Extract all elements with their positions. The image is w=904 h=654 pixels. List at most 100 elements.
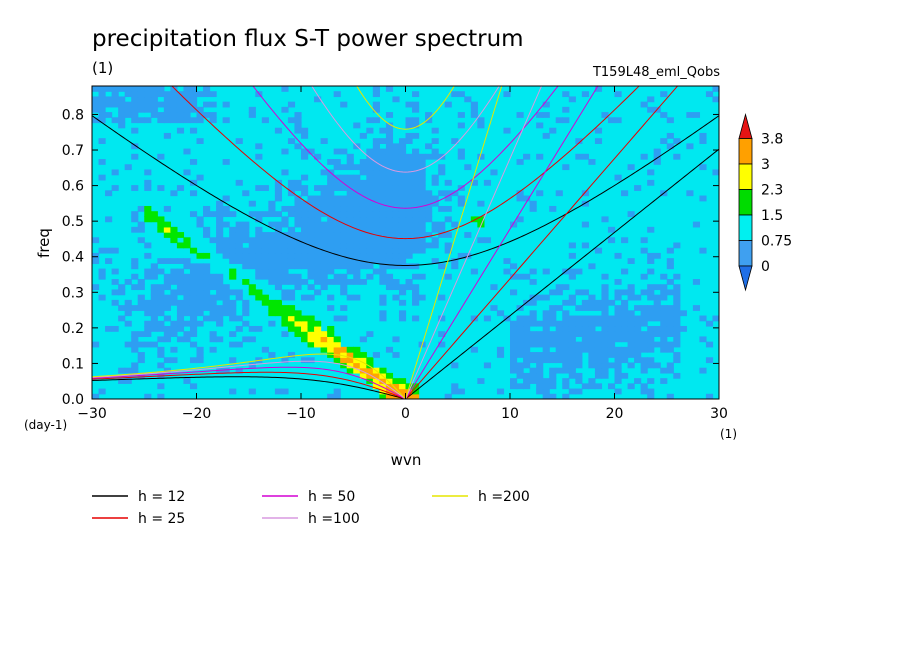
- field-cell: [346, 221, 354, 228]
- field-cell: [118, 117, 126, 124]
- field-cell: [379, 174, 387, 181]
- field-cell: [144, 185, 152, 191]
- field-cell: [287, 242, 296, 249]
- field-cell: [274, 258, 283, 264]
- field-cell: [601, 367, 609, 374]
- field-cell: [320, 331, 328, 337]
- field-cell: [627, 320, 635, 327]
- field-cell: [516, 159, 524, 165]
- field-cell: [379, 148, 387, 155]
- field-cell: [196, 352, 204, 358]
- field-cell: [346, 211, 354, 218]
- field-cell: [431, 148, 439, 155]
- field-cell: [196, 117, 204, 124]
- field-cell: [268, 237, 276, 244]
- field-cell: [196, 284, 204, 291]
- field-cell: [418, 169, 426, 176]
- field-cell: [92, 284, 100, 291]
- colorbar-segment: [738, 214, 753, 241]
- field-cell: [294, 195, 302, 202]
- field-cell: [542, 132, 550, 139]
- field-cell: [647, 284, 655, 291]
- field-cell: [281, 279, 289, 285]
- field-cell: [575, 352, 583, 358]
- field-cell: [660, 336, 668, 343]
- field-cell: [418, 174, 426, 181]
- field-cell: [157, 336, 165, 343]
- field-cell: [294, 310, 302, 317]
- field-cell: [163, 258, 171, 264]
- field-cell: [353, 346, 361, 353]
- field-cell: [189, 284, 198, 291]
- field-cell: [562, 325, 570, 332]
- field-cell: [627, 346, 635, 353]
- field-cell: [294, 112, 302, 118]
- field-cell: [209, 112, 217, 118]
- field-cell: [692, 279, 701, 285]
- field-cell: [575, 341, 583, 348]
- field-cell: [379, 315, 387, 322]
- field-cell: [549, 352, 557, 358]
- field-cell: [640, 237, 648, 244]
- field-cell: [555, 346, 563, 353]
- field-cell: [274, 185, 283, 191]
- field-cell: [314, 200, 322, 207]
- field-cell: [235, 247, 243, 254]
- field-cell: [549, 305, 557, 311]
- field-cell: [392, 242, 400, 249]
- field-cell: [523, 273, 531, 280]
- field-cell: [464, 96, 472, 103]
- field-cell: [510, 325, 518, 332]
- field-cell: [268, 242, 276, 249]
- field-cell: [346, 247, 354, 254]
- field-cell: [510, 289, 518, 296]
- field-cell: [307, 284, 315, 291]
- dispersion-curve-h50-er: [92, 366, 406, 399]
- field-cell: [183, 106, 191, 113]
- field-cell: [464, 232, 472, 238]
- field-cell: [320, 211, 328, 218]
- field-cell: [222, 211, 230, 218]
- field-cell: [372, 372, 380, 379]
- field-cell: [307, 252, 315, 259]
- field-cell: [412, 216, 420, 223]
- field-cell: [353, 242, 361, 249]
- field-cell: [653, 341, 661, 348]
- field-cell: [320, 237, 328, 244]
- field-cell: [150, 294, 158, 301]
- field-cell: [235, 237, 243, 244]
- field-cell: [529, 268, 537, 275]
- field-cell: [418, 247, 426, 254]
- field-cell: [405, 226, 413, 233]
- field-cell: [372, 117, 380, 124]
- field-cell: [144, 320, 152, 327]
- field-cell: [170, 294, 178, 301]
- field-cell: [529, 331, 537, 337]
- field-cell: [379, 164, 387, 171]
- field-cell: [588, 320, 596, 327]
- field-cell: [614, 388, 622, 395]
- field-cell: [294, 320, 302, 327]
- field-cell: [163, 96, 171, 103]
- field-cell: [477, 216, 485, 223]
- field-cell: [314, 252, 322, 259]
- field-cell: [601, 299, 609, 306]
- field-cell: [216, 211, 224, 218]
- field-cell: [660, 367, 668, 374]
- field-cell: [320, 336, 328, 343]
- field-cell: [359, 232, 367, 238]
- field-cell: [222, 252, 230, 259]
- field-cell: [229, 252, 237, 259]
- field-cell: [281, 357, 289, 364]
- field-cell: [131, 367, 139, 374]
- dispersion-curve-h100-ig: [311, 86, 500, 173]
- field-cell: [555, 331, 563, 337]
- field-cell: [333, 242, 341, 249]
- field-cell: [229, 315, 237, 322]
- field-cell: [137, 279, 145, 285]
- field-cell: [438, 232, 446, 238]
- field-cell: [340, 279, 348, 285]
- field-cell: [333, 205, 341, 212]
- colorbar-level-label: 3: [761, 157, 770, 173]
- field-cell: [144, 252, 152, 259]
